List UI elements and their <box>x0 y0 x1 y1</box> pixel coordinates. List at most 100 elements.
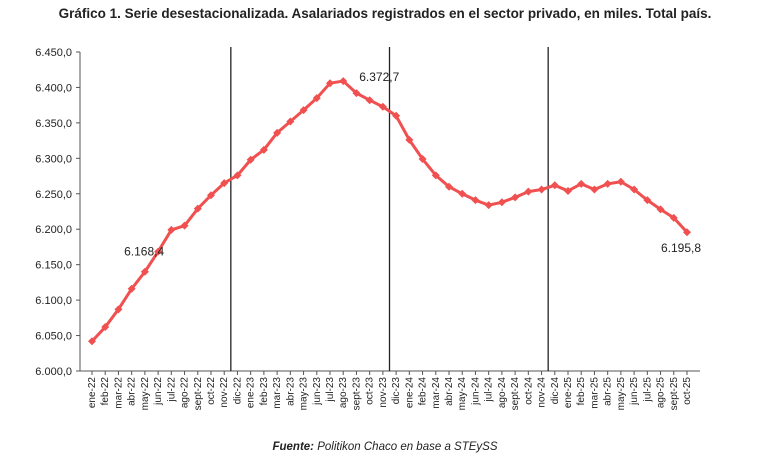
data-point <box>418 155 427 164</box>
x-tick-label: dic-22 <box>232 377 243 405</box>
x-tick-label: ago-24 <box>497 377 508 409</box>
series-asalariados <box>88 77 691 346</box>
x-tick-label: ago-23 <box>338 377 349 409</box>
data-point <box>167 225 176 234</box>
data-point <box>524 187 533 196</box>
chart-title: Gráfico 1. Serie desestacionalizada. Asa… <box>58 6 712 21</box>
data-point <box>392 111 401 120</box>
x-tick-label: feb-23 <box>259 377 270 406</box>
x-tick-label: jul-25 <box>642 377 653 403</box>
x-tick-label: mar-23 <box>272 377 283 409</box>
x-tick-label: feb-22 <box>100 377 111 406</box>
x-tick-label: ene-25 <box>563 377 574 409</box>
x-tick-label: oct-23 <box>365 377 376 405</box>
data-point <box>352 89 361 98</box>
data-point <box>431 171 440 180</box>
x-tick-label: ene-22 <box>87 377 98 409</box>
x-tick-label: jul-23 <box>325 377 336 403</box>
source-text: Politikon Chaco en base a STEySS <box>317 441 498 453</box>
data-point <box>445 182 453 191</box>
data-labels: 6.168,4 6.372,7 6.195,8 <box>124 70 701 259</box>
data-point <box>537 185 546 194</box>
x-tick-label: jul-24 <box>484 377 495 403</box>
x-tick-label: mar-22 <box>113 377 124 409</box>
data-point <box>233 171 242 180</box>
x-tick-label: abr-22 <box>127 377 138 406</box>
y-tick-label: 6.100,0 <box>35 295 72 307</box>
data-point <box>577 179 586 188</box>
data-point <box>114 305 123 314</box>
source-note: Fuente: Politikon Chaco en base a STEySS <box>0 441 770 453</box>
x-tick-label: may-25 <box>616 377 627 411</box>
data-point <box>630 185 639 194</box>
data-point <box>471 196 480 205</box>
data-point <box>511 193 520 202</box>
data-label: 6.372,7 <box>359 70 399 84</box>
source-label: Fuente: <box>272 441 315 453</box>
x-tick-label: sept-22 <box>193 377 204 411</box>
x-tick-label: sept-23 <box>351 377 362 411</box>
x-tick-label: may-24 <box>457 377 468 411</box>
y-tick-label: 6.350,0 <box>35 118 72 130</box>
data-point <box>656 205 665 214</box>
data-point <box>339 77 348 86</box>
y-tick-label: 6.000,0 <box>35 366 72 378</box>
data-point <box>326 79 334 88</box>
y-tick-label: 6.050,0 <box>35 331 72 343</box>
year-dividers <box>230 47 549 371</box>
x-tick-label: dic-23 <box>391 377 402 405</box>
data-point <box>405 135 414 144</box>
data-label: 6.168,4 <box>124 245 164 259</box>
data-point <box>312 94 321 103</box>
y-tick-label: 6.300,0 <box>35 153 72 165</box>
data-point <box>299 106 308 115</box>
x-tick-label: dic-24 <box>550 377 561 405</box>
x-tick-label: ago-25 <box>656 377 667 409</box>
x-tick-label: oct-25 <box>682 377 693 405</box>
x-tick-label: ene-24 <box>404 377 415 409</box>
y-tick-label: 6.400,0 <box>35 82 72 94</box>
x-tick-label: abr-24 <box>444 377 455 406</box>
x-axis: ene-22 feb-22 mar-22 abr-22 may-22 jun-22 jul-… <box>80 370 700 411</box>
data-point <box>643 196 652 205</box>
data-point <box>180 221 189 230</box>
x-tick-label: oct-24 <box>523 377 534 405</box>
x-tick-label: mar-24 <box>431 377 442 409</box>
data-point <box>220 179 229 188</box>
data-point <box>458 189 467 198</box>
data-point <box>259 145 268 154</box>
y-tick-label: 6.450,0 <box>35 47 72 59</box>
data-point <box>683 228 691 237</box>
data-point <box>590 185 599 194</box>
y-axis: 6.000,0 6.050,0 6.100,0 6.150,0 6.200,0 6.250… <box>35 47 81 378</box>
data-point <box>286 117 295 126</box>
x-tick-label: mar-25 <box>589 377 600 409</box>
x-tick-label: abr-23 <box>285 377 296 406</box>
data-point <box>88 337 96 346</box>
data-point <box>246 155 255 164</box>
x-tick-label: jun-25 <box>629 377 640 406</box>
x-tick-label: jul-22 <box>166 377 177 403</box>
x-tick-label: jun-23 <box>312 377 323 406</box>
data-point <box>378 102 387 111</box>
data-point <box>603 179 612 188</box>
y-tick-label: 6.250,0 <box>35 189 72 201</box>
x-tick-label: feb-24 <box>418 377 429 406</box>
x-tick-label: jun-22 <box>153 377 164 406</box>
data-point <box>497 198 506 207</box>
data-point <box>273 128 282 137</box>
x-tick-label: jun-24 <box>470 377 481 406</box>
data-point <box>484 201 493 210</box>
y-tick-label: 6.200,0 <box>35 224 72 236</box>
data-point <box>207 191 215 200</box>
x-tick-label: oct-22 <box>206 377 217 405</box>
x-tick-label: feb-25 <box>576 377 587 406</box>
data-point <box>101 323 110 332</box>
data-point <box>154 247 163 256</box>
data-point <box>669 213 678 222</box>
x-tick-label: sept-25 <box>669 377 680 411</box>
data-point <box>616 177 625 186</box>
data-point <box>193 204 202 213</box>
x-tick-label: nov-24 <box>537 377 548 408</box>
